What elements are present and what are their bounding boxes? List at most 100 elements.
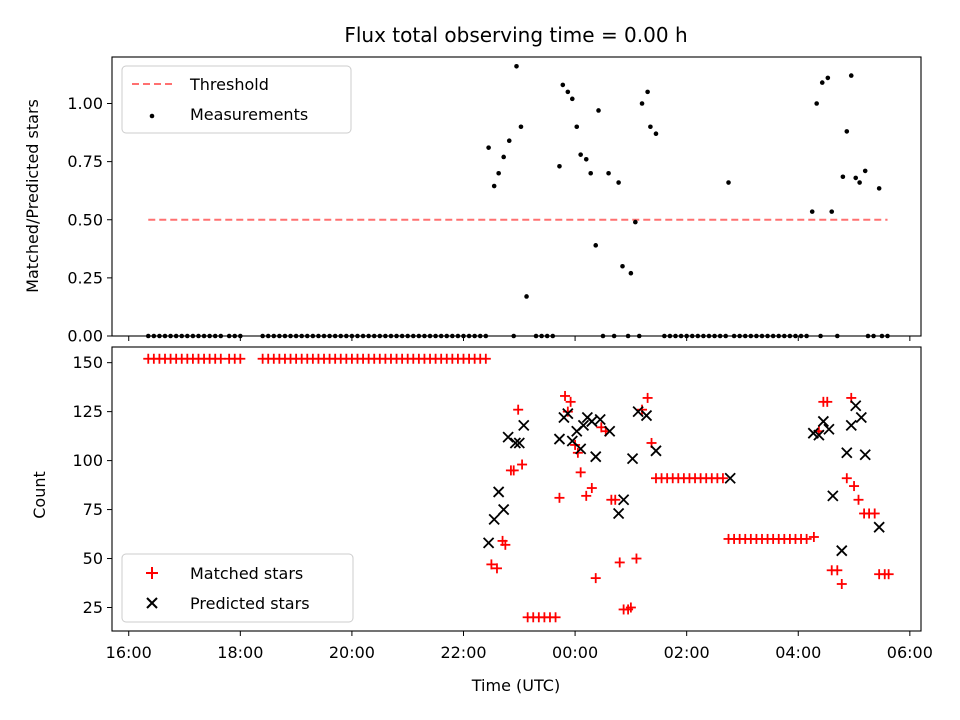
- predicted-star-point: [493, 486, 505, 498]
- x-axis-label: Time (UTC): [471, 676, 560, 695]
- matched-star-point: [822, 396, 833, 407]
- matched-star-point: [717, 473, 728, 484]
- bottom-legend-box: [121, 553, 354, 623]
- predicted-star-point: [562, 407, 574, 420]
- legend-measurements-label: Measurements: [190, 105, 308, 124]
- count-panel: 16:00 18:00 20:00 22:00 00:00 02:00 04:00 06:00…: [30, 346, 933, 695]
- top-y-tick-label: 0.00: [67, 327, 103, 346]
- measurement-point: [819, 80, 825, 85]
- x-tick-label: 18:00: [217, 643, 263, 662]
- measurement-point: [491, 183, 497, 189]
- predicted-star-point: [724, 472, 736, 484]
- bottom-y-tick-label: 150: [72, 353, 103, 372]
- matched-star-point: [486, 559, 497, 570]
- bottom-y-tick-label: 75: [83, 500, 103, 519]
- predicted-star-point: [498, 503, 510, 516]
- matched-star-point: [586, 483, 597, 494]
- x-tick-label: 02:00: [664, 643, 710, 662]
- measurement-point: [840, 174, 846, 180]
- predicted-star-point: [640, 409, 653, 422]
- measurement-point: [848, 73, 854, 78]
- measurement-point: [620, 263, 625, 269]
- measurement-point: [809, 209, 815, 214]
- predicted-star-point: [827, 490, 839, 502]
- predicted-star-point: [594, 413, 606, 426]
- matched-star-point: [869, 508, 880, 519]
- measurement-point: [574, 124, 580, 130]
- legend-measurements-swatch: [149, 113, 155, 119]
- predicted-star-point: [841, 447, 853, 459]
- matched-star-point: [508, 465, 519, 476]
- matched-star-point: [565, 396, 576, 407]
- matched-star-point: [625, 602, 636, 613]
- top-legend: Threshold Measurements: [121, 65, 352, 134]
- measurement-point: [514, 64, 519, 69]
- measurement-point: [496, 170, 501, 176]
- predicted-star-point: [859, 449, 871, 461]
- legend-matched-swatch: [146, 567, 158, 579]
- matched-star-point: [562, 406, 573, 417]
- predicted-star-point: [855, 411, 867, 424]
- x-tick-label: 22:00: [440, 643, 486, 662]
- bottom-y-tick-label: 100: [72, 451, 103, 470]
- measurement-point: [557, 163, 562, 169]
- matched-star-point: [631, 553, 642, 564]
- measurement-point: [588, 170, 594, 176]
- x-tick-label: 00:00: [552, 643, 598, 662]
- measurement-point: [853, 175, 859, 181]
- predicted-star-point: [553, 433, 566, 445]
- legend-predicted-label: Predicted stars: [190, 594, 310, 613]
- top-legend-box: [121, 65, 352, 134]
- matched-star-point: [801, 533, 812, 544]
- matched-star-point: [883, 569, 894, 580]
- matched-star-point: [841, 473, 852, 484]
- measurement-point: [593, 243, 599, 248]
- measurement-point: [653, 131, 659, 137]
- matched-star-point: [642, 392, 653, 403]
- top-y-tick-label: 1.00: [67, 94, 103, 113]
- measurement-point: [645, 89, 650, 95]
- predicted-star-point: [590, 451, 602, 463]
- measurement-point: [844, 129, 850, 134]
- bottom-axes-frame: [111, 346, 922, 632]
- measurement-point: [857, 180, 862, 185]
- bottom-y-tick-label: 50: [83, 549, 103, 568]
- predicted-star-point: [518, 419, 530, 431]
- top-y-tick-label: 0.75: [67, 152, 103, 171]
- matched-star-point: [581, 490, 592, 501]
- matched-star-point: [610, 494, 621, 505]
- predicted-star-point: [575, 443, 587, 455]
- predicted-star-point: [482, 537, 495, 549]
- matched-star-point: [637, 404, 648, 415]
- legend-matched-label: Matched stars: [190, 564, 303, 583]
- measurement-point: [814, 101, 819, 106]
- matched-star-point: [513, 404, 524, 415]
- chart-title: Flux total observing time = 0.00 h: [344, 23, 687, 47]
- measurement-point: [862, 168, 868, 174]
- ratio-panel: Flux total observing time = 0.00 h 0.00 0…: [23, 23, 922, 346]
- predicted-star-point: [604, 425, 616, 437]
- matched-star-point: [614, 557, 625, 568]
- top-y-tick-label: 0.50: [67, 210, 103, 229]
- matched-star-point: [480, 353, 491, 364]
- x-tick-label: 20:00: [329, 643, 375, 662]
- measurement-point: [501, 154, 506, 160]
- predicted-star-point: [509, 437, 522, 449]
- bottom-y-axis-label: Count: [30, 471, 49, 519]
- predicted-star-point: [823, 423, 835, 435]
- matched-star-point: [517, 459, 528, 470]
- legend-threshold-label: Threshold: [189, 75, 269, 94]
- matched-star-point: [215, 353, 226, 364]
- predicted-star-point: [488, 513, 500, 525]
- matched-star-point: [853, 494, 864, 505]
- bottom-y-tick-label: 125: [72, 402, 103, 421]
- matched-star-point: [808, 531, 819, 542]
- matched-star-point: [550, 612, 561, 623]
- predicted-star-point: [513, 437, 525, 449]
- matched-star-point: [491, 563, 502, 574]
- x-tick-label: 06:00: [887, 643, 933, 662]
- predicted-star-point: [586, 415, 598, 428]
- predicted-star-point: [577, 419, 590, 431]
- legend-predicted-swatch: [146, 597, 158, 609]
